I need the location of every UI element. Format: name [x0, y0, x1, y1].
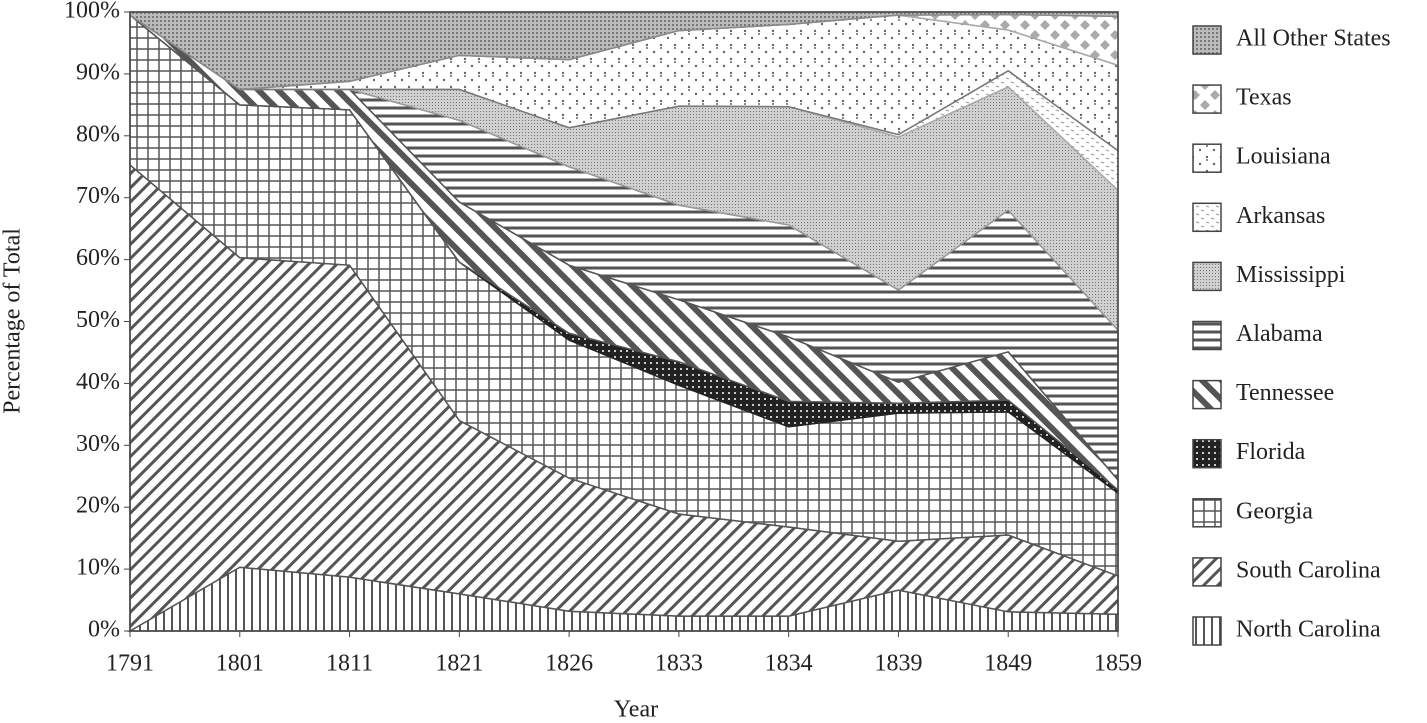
legend-label: Texas — [1236, 85, 1292, 111]
y-tick-label: 40% — [76, 369, 120, 395]
legend-swatch — [1192, 320, 1222, 351]
legend-swatch — [1192, 438, 1222, 469]
legend-swatch — [1192, 143, 1222, 173]
x-tick-label: 1811 — [326, 651, 373, 677]
x-tick-label: 1834 — [765, 651, 813, 677]
y-tick-label: 20% — [76, 493, 120, 519]
x-tick-label: 1826 — [545, 651, 593, 677]
legend-swatch — [1192, 557, 1222, 587]
x-tick-label: 1801 — [216, 651, 264, 677]
legend-label: Arkansas — [1236, 203, 1325, 229]
legend-label: South Carolina — [1236, 557, 1381, 583]
y-axis-title: Percentage of Total — [0, 228, 26, 414]
y-tick-label: 30% — [76, 431, 120, 457]
x-tick-label: 1849 — [984, 651, 1032, 677]
y-tick-label: 80% — [76, 121, 120, 147]
legend-swatch — [1192, 379, 1222, 410]
y-tick-label: 60% — [76, 245, 120, 271]
legend-label: Florida — [1236, 439, 1306, 465]
x-tick-label: 1859 — [1094, 651, 1142, 677]
legend-label: Louisiana — [1236, 144, 1331, 170]
x-tick-label: 1821 — [435, 651, 483, 677]
legend-label: All Other States — [1236, 26, 1391, 52]
y-tick-label: 0% — [88, 617, 120, 643]
x-tick-label: 1839 — [874, 651, 922, 677]
y-tick-label: 90% — [76, 59, 120, 85]
y-tick-label: 10% — [76, 555, 120, 581]
legend-swatch — [1192, 498, 1222, 528]
legend-label: Mississippi — [1236, 262, 1346, 288]
legend-label: Alabama — [1236, 321, 1323, 347]
legend-swatch — [1192, 25, 1222, 55]
x-axis-title: Year — [614, 697, 658, 723]
x-tick-label: 1833 — [655, 651, 703, 677]
legend-swatch — [1192, 84, 1222, 114]
legend-swatch — [1192, 616, 1222, 646]
legend-label: North Carolina — [1236, 617, 1381, 643]
x-tick-label: 1791 — [106, 651, 154, 677]
legend-swatch — [1192, 202, 1222, 233]
legend-label: Tennessee — [1236, 380, 1334, 406]
y-tick-label: 100% — [64, 0, 120, 24]
y-tick-label: 50% — [76, 307, 120, 333]
legend-label: Georgia — [1236, 498, 1313, 524]
legend-swatch — [1192, 261, 1222, 292]
y-tick-label: 70% — [76, 183, 120, 209]
